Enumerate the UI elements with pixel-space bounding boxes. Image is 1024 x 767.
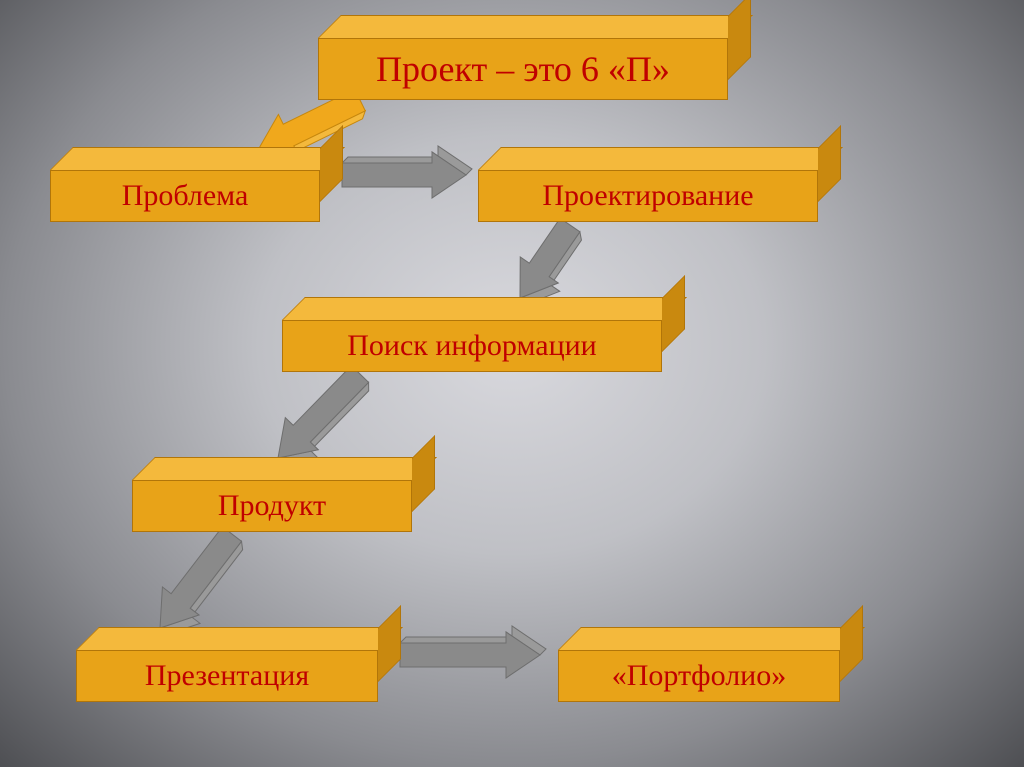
box-top-face — [76, 627, 403, 650]
box-front-face: Поиск информации — [282, 320, 662, 372]
box-top-face — [478, 147, 843, 170]
box-front-face: Презентация — [76, 650, 378, 702]
box-present: Презентация — [76, 650, 378, 702]
arrow-a-present-portfol — [400, 626, 546, 678]
box-front-face: Проблема — [50, 170, 320, 222]
box-problem: Проблема — [50, 170, 320, 222]
box-title: Проект – это 6 «П» — [318, 38, 728, 100]
box-label-portfol: «Портфолио» — [612, 659, 786, 693]
box-top-face — [132, 457, 437, 480]
box-label-present: Презентация — [145, 659, 309, 693]
box-design: Проектирование — [478, 170, 818, 222]
box-front-face: Проект – это 6 «П» — [318, 38, 728, 100]
box-label-search: Поиск информации — [347, 329, 596, 363]
box-label-product: Продукт — [218, 489, 326, 523]
box-top-face — [50, 147, 345, 170]
box-top-face — [282, 297, 687, 320]
box-portfol: «Портфолио» — [558, 650, 840, 702]
box-front-face: Проектирование — [478, 170, 818, 222]
box-search: Поиск информации — [282, 320, 662, 372]
box-label-title: Проект – это 6 «П» — [376, 48, 670, 90]
arrow-a-problem-design — [342, 146, 472, 198]
box-label-problem: Проблема — [122, 179, 249, 213]
box-top-face — [558, 627, 865, 650]
box-front-face: Продукт — [132, 480, 412, 532]
box-front-face: «Портфолио» — [558, 650, 840, 702]
box-product: Продукт — [132, 480, 412, 532]
box-label-design: Проектирование — [542, 179, 753, 213]
box-top-face — [318, 15, 753, 38]
diagram-stage: Проект – это 6 «П» Проблема Проектирование… — [0, 0, 1024, 767]
